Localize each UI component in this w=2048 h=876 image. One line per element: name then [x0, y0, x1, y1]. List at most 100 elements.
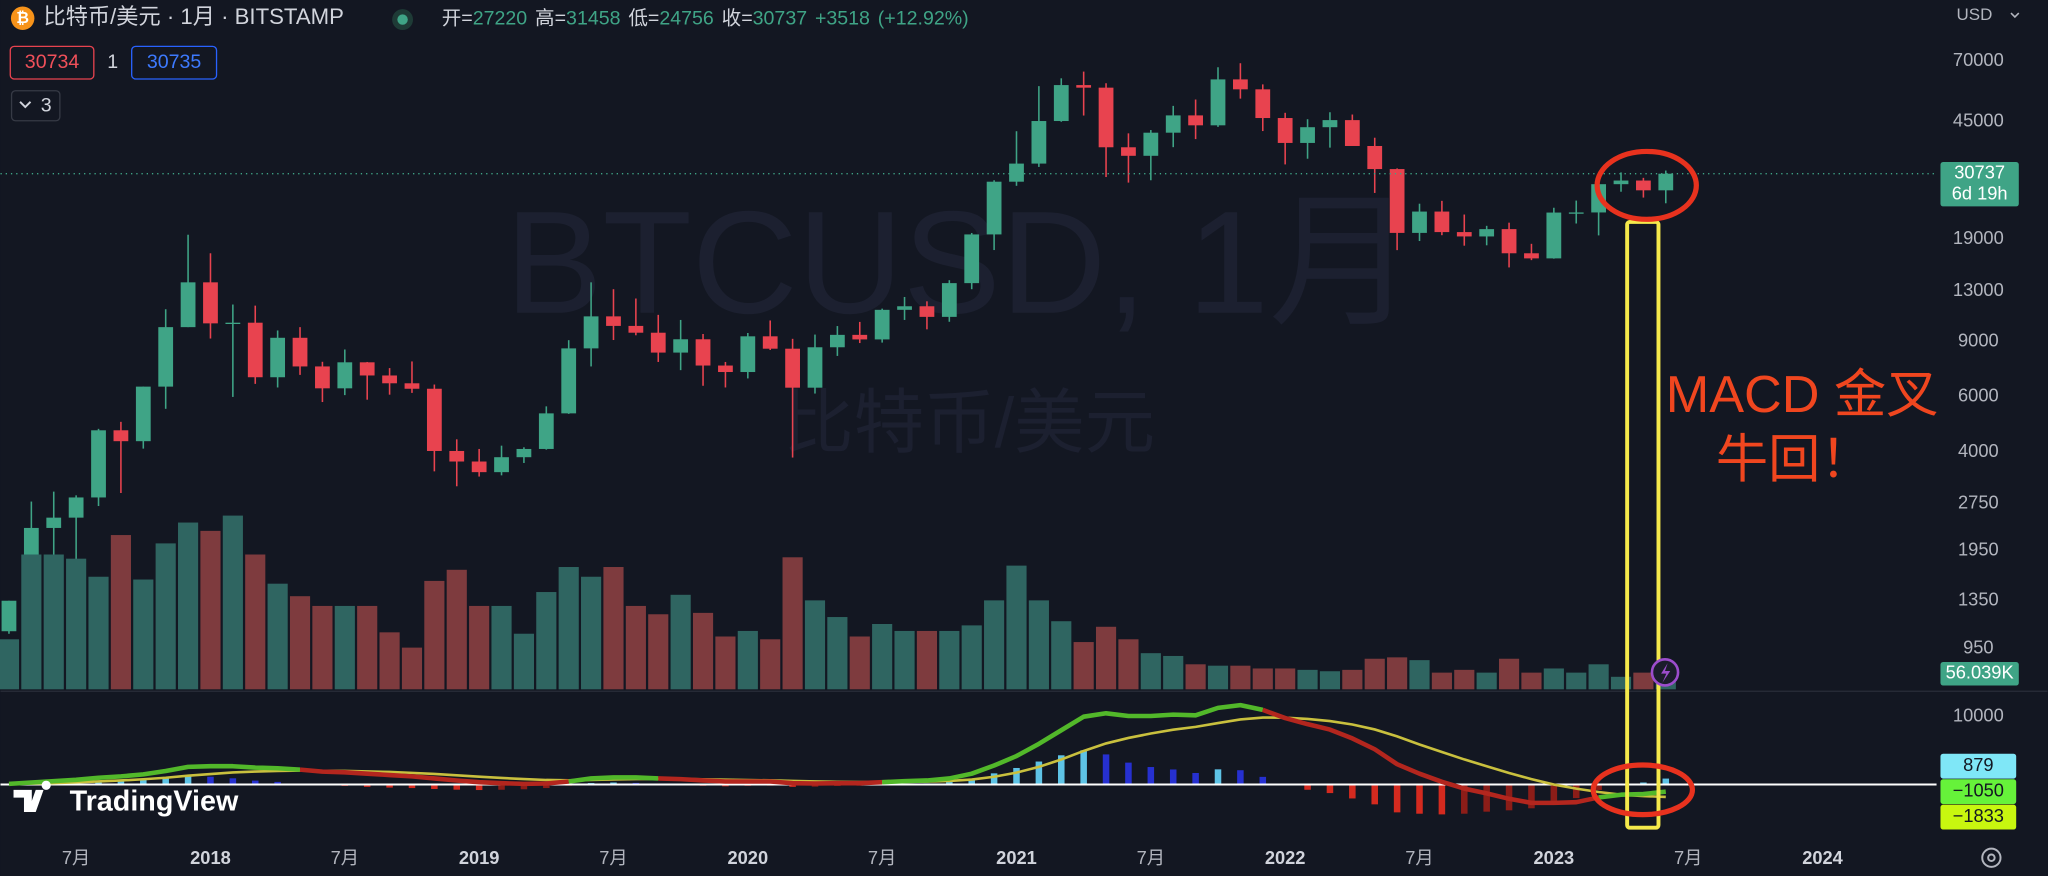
value-tag: [1940, 753, 2017, 779]
legend-item: 31458: [566, 8, 621, 30]
volume-bar: [984, 600, 1005, 690]
candle-body: [538, 413, 554, 449]
candle-body: [292, 337, 308, 367]
histogram-bar: [789, 784, 796, 787]
x-tick-label: 7月: [868, 847, 896, 868]
x-tick-label: 2024: [1802, 847, 1843, 868]
sell-price[interactable]: 30734: [25, 51, 80, 73]
coin-icon: [10, 6, 35, 31]
y-tick-label: 2750: [1958, 491, 1999, 512]
x-tick-label: 7月: [331, 847, 359, 868]
indicator-count[interactable]: 3: [41, 95, 52, 117]
candle-body: [494, 457, 509, 473]
logo-text: TradingView: [70, 785, 239, 817]
volume-bar: [1566, 672, 1587, 690]
volume-bar: [1297, 669, 1318, 690]
volume-bar: [1633, 672, 1654, 690]
volume-bar: [222, 515, 243, 690]
candle-body: [583, 316, 599, 349]
buy-button[interactable]: [131, 45, 218, 80]
histogram-bar: [1102, 754, 1110, 785]
symbol-title[interactable]: 比特币/美元 · 1月 · BITSTAMP: [44, 4, 344, 29]
volume-bar: [491, 605, 512, 690]
y-tick-label: 70000: [1953, 49, 2004, 70]
candle-body: [1658, 173, 1674, 191]
candle-body: [986, 181, 1002, 235]
candle-body: [449, 450, 465, 462]
volume-bar: [1163, 655, 1184, 690]
volume-bar: [1409, 660, 1430, 690]
settings-icon[interactable]: [1981, 847, 2002, 868]
indicator-toggle[interactable]: [10, 90, 61, 122]
candle-body: [426, 388, 442, 451]
candle-body: [829, 334, 845, 348]
candle-body: [785, 348, 800, 388]
candle-body: [762, 336, 778, 349]
macd-line: [299, 767, 569, 787]
value-tag-label: 879: [1963, 754, 1993, 775]
volume-bar: [692, 612, 714, 690]
macd-line: [568, 775, 659, 784]
histogram-bar: [1169, 769, 1177, 785]
histogram-bar: [968, 778, 975, 785]
volume-bar: [670, 594, 691, 690]
value-tag: [1940, 804, 2017, 830]
volume-bar: [804, 600, 826, 690]
currency[interactable]: USD: [1957, 5, 1993, 24]
settings-icon-core: [1987, 853, 1996, 862]
legend-item: 30737: [753, 8, 807, 30]
volume-bar: [1431, 672, 1452, 690]
candle-body: [718, 365, 733, 373]
candle-body: [315, 366, 330, 389]
volume-bar: [1006, 565, 1027, 690]
volume-bar: [289, 596, 311, 690]
buy-price[interactable]: 30735: [147, 51, 202, 73]
candle-body: [1255, 89, 1271, 119]
histogram-bar: [363, 784, 371, 787]
histogram-bar: [1035, 761, 1043, 785]
y-tick-label: 10000: [1953, 705, 2004, 726]
status-dot: [397, 14, 408, 25]
volume-bar: [424, 580, 445, 690]
histogram-bar: [1304, 784, 1311, 790]
histogram-bar: [475, 784, 483, 791]
value-tag-label: −1833: [1953, 805, 2004, 826]
volume-bar: [513, 633, 534, 690]
highlight-ellipse: [1594, 148, 1699, 222]
candle-body: [673, 339, 689, 353]
watermark: BTCUSD, 1月: [505, 181, 1415, 344]
volume-bar: [1342, 669, 1363, 690]
x-tick-label: 7月: [62, 847, 90, 868]
candle-body: [628, 325, 644, 333]
candle-body: [180, 282, 196, 328]
candle-body: [270, 337, 286, 378]
volume-bar: [401, 647, 423, 690]
volume-bar: [939, 630, 960, 690]
volume-bar: [916, 630, 938, 690]
legend-item: 开=: [442, 8, 473, 30]
macd-line: [658, 776, 883, 786]
volume-bar: [1252, 668, 1273, 690]
x-tick-label: 2019: [459, 847, 500, 868]
volume-bar: [1230, 665, 1251, 690]
candle-body: [1188, 115, 1203, 126]
volume-bar: [1051, 621, 1072, 690]
sell-button[interactable]: [9, 45, 95, 80]
histogram-bar: [1237, 770, 1244, 785]
candle-body: [1121, 147, 1136, 156]
legend-item: +3518: [815, 8, 870, 30]
volume-tag-label: 56.039K: [1946, 662, 2014, 683]
volume-bar: [200, 530, 221, 690]
x-tick-label: 7月: [1674, 847, 1702, 868]
volume-bar: [379, 632, 400, 690]
volume-bar: [155, 543, 176, 690]
candle-body: [158, 327, 174, 387]
candle-body: [1456, 232, 1472, 237]
candle-body: [1389, 169, 1405, 233]
volume-bar: [849, 636, 870, 690]
candle-body: [1546, 212, 1562, 259]
histogram-bar: [543, 784, 550, 789]
alert-glyph: [1661, 663, 1671, 683]
candle-body: [203, 282, 218, 324]
